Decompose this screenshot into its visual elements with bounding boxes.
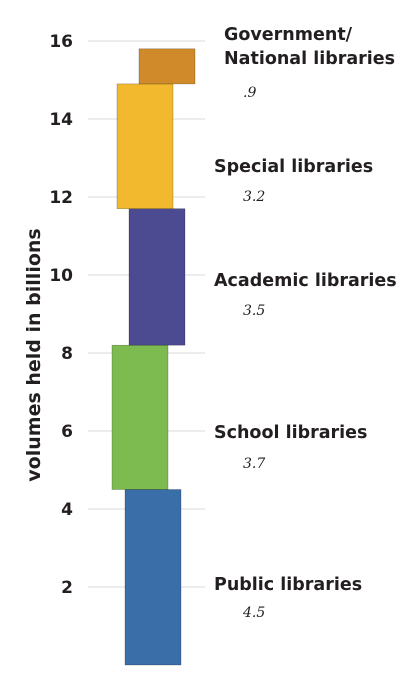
bar-segments [111, 48, 196, 666]
segment-value-label: 3.7 [243, 456, 265, 472]
segment-name-label: Public libraries [214, 575, 362, 595]
segment-value-label: 3.5 [243, 303, 265, 319]
y-tick-label: 10 [49, 266, 73, 286]
segment-value-label: 4.5 [242, 605, 265, 621]
segment-name-label: Government/National libraries [224, 25, 395, 69]
y-axis-ticks: 2 4 6 8 10 12 14 16 [49, 32, 73, 598]
y-tick-label: 12 [49, 188, 73, 208]
y-tick-label: 8 [61, 344, 73, 364]
segment-name-label: School libraries [214, 423, 367, 443]
segment-value-label: 3.2 [243, 189, 265, 205]
y-tick-label: 16 [49, 32, 73, 52]
bar-segment [128, 208, 186, 346]
segment-value-label: .9 [243, 85, 256, 101]
y-tick-label: 6 [61, 422, 73, 442]
bar-segment [124, 489, 182, 666]
y-axis-label: volumes held in billions [23, 228, 45, 481]
y-tick-label: 4 [61, 500, 73, 520]
y-tick-label: 14 [49, 110, 73, 130]
segment-labels: Public libraries 4.5 School libraries 3.7 Ac… [214, 25, 397, 621]
segment-name-label: Academic libraries [214, 271, 397, 291]
y-tick-label: 2 [61, 578, 73, 598]
bar-segment [111, 344, 169, 490]
segment-name-label: Special libraries [214, 157, 373, 177]
bar-segment [138, 48, 196, 85]
bar-segment [116, 83, 174, 210]
